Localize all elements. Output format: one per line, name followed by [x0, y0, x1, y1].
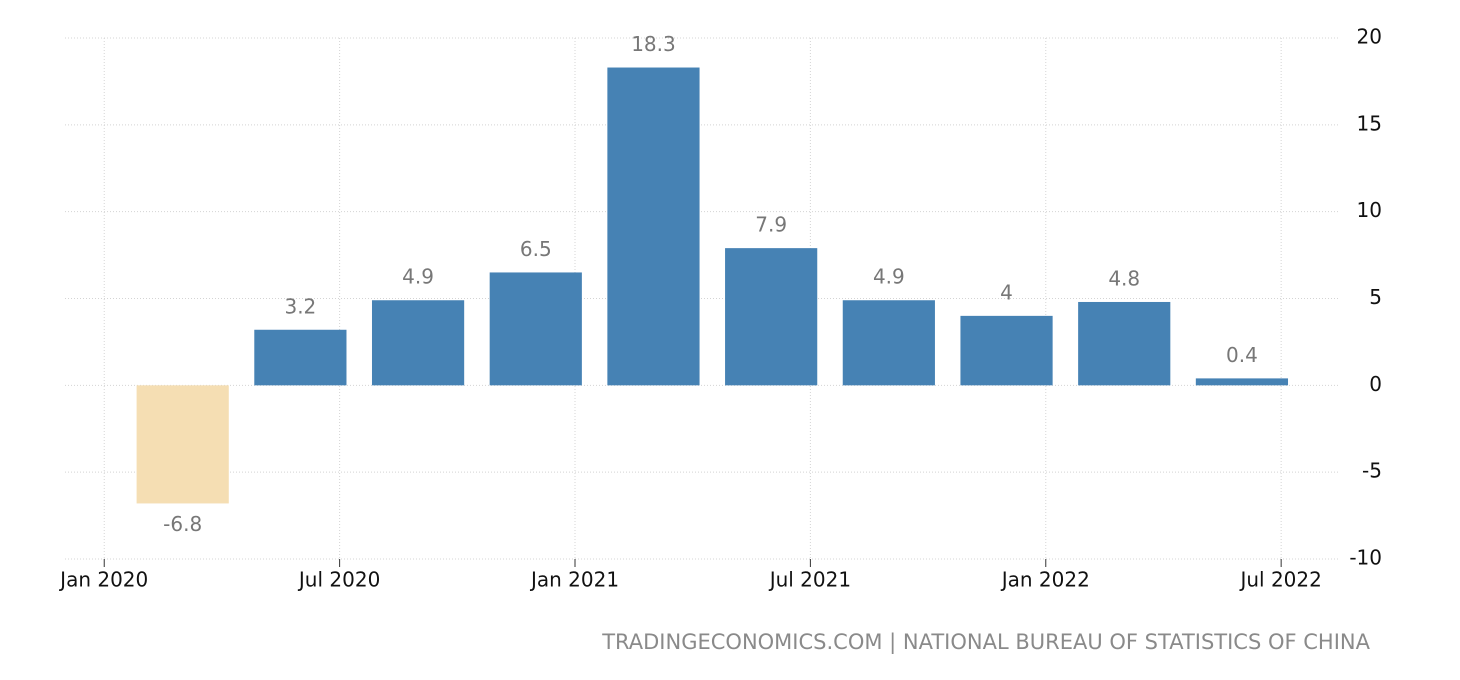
bar — [607, 67, 700, 386]
y-tick-label: 0 — [1369, 372, 1382, 396]
bar — [1195, 378, 1289, 386]
x-tick-label: Jan 2022 — [1000, 568, 1090, 592]
x-tick-label: Jul 2020 — [297, 568, 380, 592]
bar — [960, 315, 1053, 386]
y-tick-label: 15 — [1357, 111, 1382, 135]
value-label: -6.8 — [163, 512, 202, 536]
bar — [725, 248, 818, 386]
value-label: 18.3 — [631, 32, 676, 56]
value-label: 4.9 — [402, 265, 434, 289]
y-tick-label: -10 — [1349, 546, 1382, 570]
source: TRADINGECONOMICS.COM | NATIONAL BUREAU O… — [601, 630, 1370, 655]
x-tick-label: Jul 2021 — [768, 568, 851, 592]
bar — [136, 385, 229, 504]
value-label: 3.2 — [284, 294, 316, 318]
value-label: 4.8 — [1108, 266, 1140, 290]
x-tick-label: Jul 2022 — [1238, 568, 1321, 592]
value-label: 4 — [1000, 280, 1013, 304]
y-tick-label: 5 — [1369, 285, 1382, 309]
bar — [371, 300, 465, 386]
y-tick-label: 20 — [1357, 25, 1382, 49]
y-tick-label: 10 — [1357, 198, 1382, 222]
value-label: 6.5 — [520, 237, 552, 261]
bar — [842, 300, 935, 386]
value-label: 0.4 — [1226, 343, 1258, 367]
y-tick-label: -5 — [1362, 459, 1382, 483]
x-tick-label: Jan 2020 — [58, 568, 148, 592]
bar — [1078, 301, 1171, 386]
bar — [254, 329, 347, 386]
x-tick-label: Jan 2021 — [529, 568, 619, 592]
value-label: 4.9 — [873, 265, 905, 289]
bar — [489, 272, 582, 386]
value-label: 7.9 — [755, 213, 787, 237]
